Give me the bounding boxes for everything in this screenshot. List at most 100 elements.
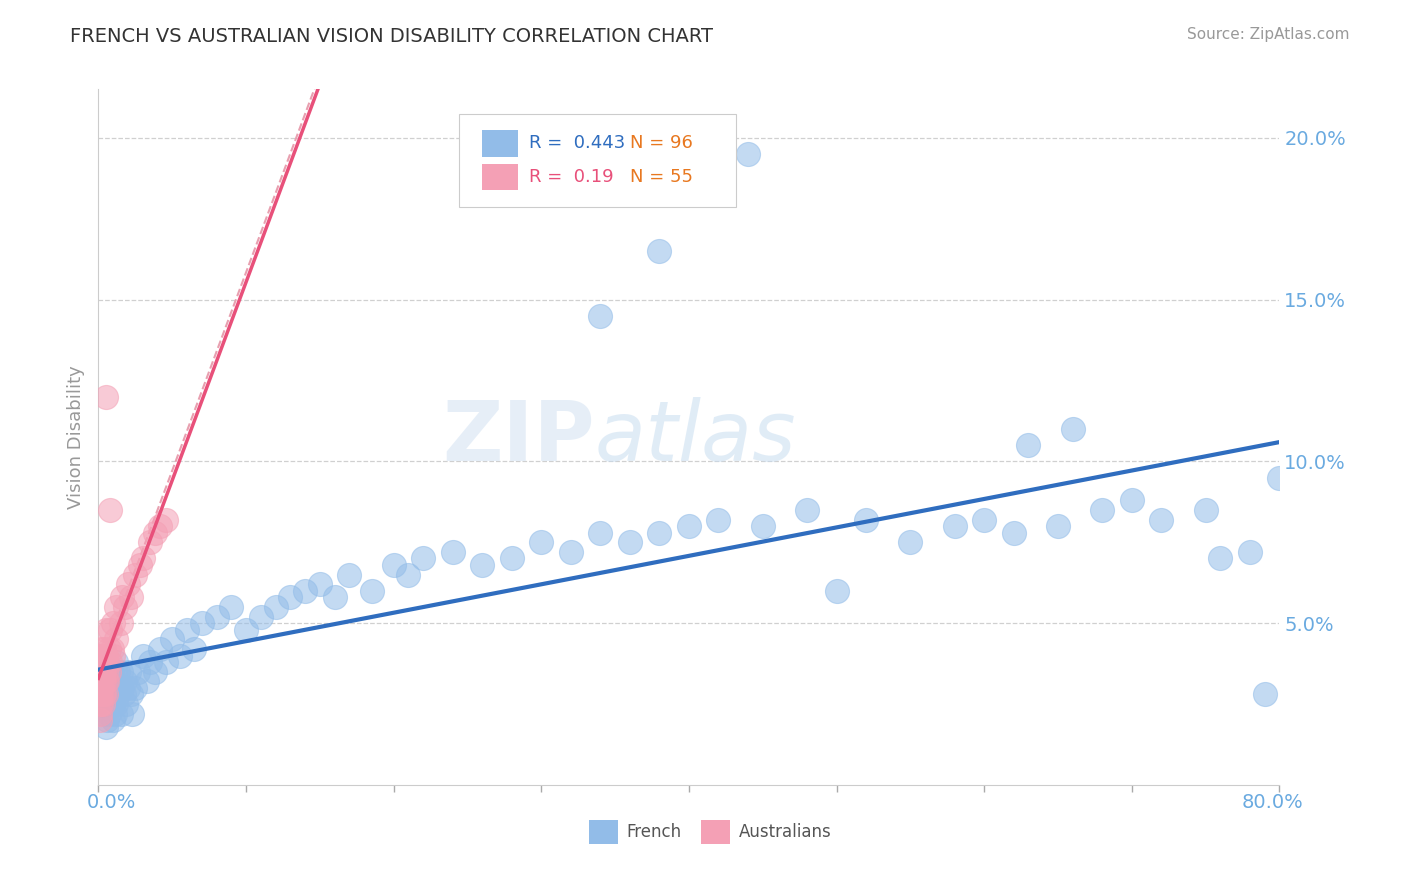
Point — [111, 591, 134, 605]
Point — [91, 674, 114, 689]
Point — [103, 713, 125, 727]
Point — [98, 503, 121, 517]
Point — [128, 558, 150, 572]
Point — [1121, 493, 1143, 508]
Point — [93, 674, 115, 689]
Point — [155, 513, 177, 527]
Point — [973, 513, 995, 527]
Point — [94, 390, 117, 404]
Point — [143, 525, 166, 540]
Point — [132, 551, 155, 566]
Point — [294, 583, 316, 598]
Point — [94, 648, 117, 663]
Point — [90, 642, 112, 657]
Point — [104, 706, 127, 721]
Point — [560, 545, 582, 559]
Point — [108, 681, 131, 695]
Point — [648, 244, 671, 258]
Point — [264, 599, 287, 614]
Point — [619, 535, 641, 549]
Point — [825, 583, 848, 598]
Point — [91, 681, 114, 695]
Point — [93, 706, 115, 721]
Point — [98, 655, 121, 669]
Point — [589, 525, 612, 540]
Point — [1091, 503, 1114, 517]
Point — [441, 545, 464, 559]
Point — [1209, 551, 1232, 566]
Point — [105, 655, 128, 669]
Point — [110, 665, 132, 679]
Point — [90, 697, 112, 711]
Point — [132, 648, 155, 663]
Point — [89, 674, 111, 689]
Point — [117, 681, 139, 695]
Point — [94, 623, 117, 637]
Point — [127, 665, 149, 679]
Point — [105, 697, 128, 711]
Point — [855, 513, 877, 527]
Point — [105, 599, 128, 614]
Point — [124, 567, 146, 582]
Text: atlas: atlas — [595, 397, 796, 477]
Point — [90, 681, 112, 695]
Point — [221, 599, 243, 614]
Point — [107, 687, 129, 701]
Point — [205, 609, 228, 624]
Point — [250, 609, 273, 624]
Point — [471, 558, 494, 572]
Point — [120, 591, 142, 605]
Y-axis label: Vision Disability: Vision Disability — [66, 365, 84, 509]
Point — [96, 687, 118, 701]
Point — [98, 623, 121, 637]
Point — [100, 642, 122, 657]
Point — [155, 655, 177, 669]
Point — [648, 525, 671, 540]
Point — [89, 655, 111, 669]
Point — [96, 713, 118, 727]
Bar — [589, 820, 619, 844]
Point — [1254, 687, 1277, 701]
Point — [112, 687, 135, 701]
Point — [93, 674, 115, 689]
Point — [943, 519, 966, 533]
Point — [530, 535, 553, 549]
Text: N = 55: N = 55 — [630, 168, 693, 186]
Point — [97, 681, 120, 695]
Point — [89, 681, 111, 695]
Point — [90, 655, 112, 669]
Point — [94, 687, 117, 701]
Point — [121, 706, 143, 721]
Point — [94, 720, 117, 734]
Point — [89, 697, 111, 711]
Point — [1046, 519, 1070, 533]
Point — [110, 616, 132, 631]
Point — [382, 558, 405, 572]
Point — [752, 519, 775, 533]
Point — [118, 665, 141, 679]
Bar — [482, 130, 517, 157]
Point — [94, 681, 117, 695]
Point — [89, 687, 111, 701]
Point — [100, 665, 122, 679]
Point — [90, 674, 112, 689]
Point — [104, 674, 127, 689]
Text: N = 96: N = 96 — [630, 135, 693, 153]
Text: R =  0.443: R = 0.443 — [530, 135, 626, 153]
Bar — [482, 163, 517, 190]
Point — [398, 567, 420, 582]
Point — [183, 642, 205, 657]
Point — [1150, 513, 1173, 527]
Point — [89, 648, 111, 663]
Bar — [700, 820, 730, 844]
Point — [89, 713, 111, 727]
Text: Source: ZipAtlas.com: Source: ZipAtlas.com — [1187, 27, 1350, 42]
Point — [1018, 438, 1040, 452]
Point — [114, 599, 136, 614]
Point — [103, 648, 125, 663]
Point — [97, 642, 120, 657]
Point — [100, 687, 122, 701]
Point — [94, 665, 117, 679]
Point — [98, 674, 121, 689]
Point — [1002, 525, 1025, 540]
